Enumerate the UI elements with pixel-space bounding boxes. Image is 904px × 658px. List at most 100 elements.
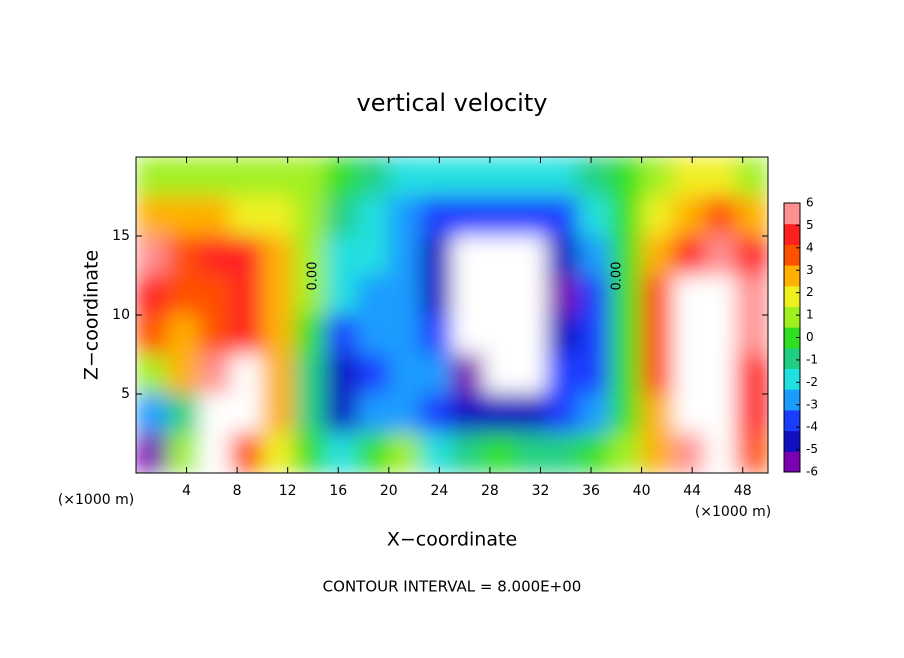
field-cell — [609, 275, 643, 316]
field-cell — [514, 157, 548, 197]
field-cell — [641, 393, 674, 434]
field-cell — [419, 235, 453, 276]
field-cell — [641, 235, 674, 276]
field-cell — [514, 314, 548, 355]
field-cell — [577, 275, 611, 316]
colorbar-label: 0 — [806, 330, 814, 344]
field-cell — [198, 275, 232, 316]
field-cell — [356, 433, 390, 473]
field-cell — [483, 196, 516, 237]
field-cell — [325, 275, 358, 316]
colorbar-label: 3 — [806, 263, 814, 277]
field-cell — [641, 157, 674, 197]
field-cell — [136, 235, 169, 276]
colorbar-swatch — [784, 203, 800, 225]
field-cell — [483, 157, 516, 197]
x-tick-label: 20 — [380, 483, 398, 499]
field-cell — [577, 433, 611, 473]
field-cell — [198, 314, 232, 355]
field-cell — [641, 196, 674, 237]
y-unit: (×1000 m) — [58, 492, 134, 508]
field-cell — [451, 275, 485, 316]
x-unit: (×1000 m) — [695, 504, 771, 520]
contour-label: 0.00 — [306, 262, 321, 291]
colorbar-label: -6 — [806, 465, 818, 479]
field-cell — [451, 393, 485, 434]
field-cell — [325, 196, 358, 237]
colorbar-swatch — [784, 409, 800, 432]
field-cell — [167, 235, 200, 276]
field-cell — [293, 235, 327, 276]
colorbar-swatch — [784, 368, 800, 390]
colorbar-swatch — [784, 306, 800, 328]
field-cell — [167, 433, 200, 473]
field-cell — [514, 354, 548, 395]
field-cell — [198, 157, 232, 197]
field-cell — [704, 354, 737, 395]
field-cell — [261, 235, 295, 276]
field-cell — [293, 354, 327, 395]
field-cell — [483, 354, 516, 395]
field-cell — [735, 196, 768, 237]
field-cell — [136, 196, 169, 237]
colorbar-label: -5 — [806, 442, 818, 456]
field-cell — [388, 354, 421, 395]
field-cell — [167, 354, 200, 395]
field-cell — [261, 314, 295, 355]
field-cell — [388, 393, 421, 434]
field-cell — [261, 196, 295, 237]
field-cell — [356, 275, 390, 316]
field-cell — [356, 235, 390, 276]
colorbar-swatch — [784, 265, 800, 287]
colorbar-label: 6 — [806, 196, 814, 210]
field-cell — [609, 433, 643, 473]
field-cell — [325, 157, 358, 197]
colorbar-swatch — [784, 244, 800, 266]
field-cell — [198, 235, 232, 276]
field-cell — [609, 314, 643, 355]
field-cell — [419, 314, 453, 355]
field-cell — [388, 275, 421, 316]
field-cell — [577, 354, 611, 395]
colorbar-swatch — [784, 451, 800, 473]
field-cell — [514, 393, 548, 434]
colorbar-label: 4 — [806, 240, 814, 254]
field-cell — [230, 354, 263, 395]
field-cell — [704, 275, 737, 316]
x-tick-label: 4 — [182, 483, 191, 499]
field-cell — [546, 393, 579, 434]
colorbar-swatch — [784, 327, 800, 349]
field-cell — [483, 275, 516, 316]
field-cell — [546, 314, 579, 355]
field-cell — [672, 354, 706, 395]
field-cell — [167, 314, 200, 355]
field-cell — [136, 314, 169, 355]
contour-label: 0.00 — [610, 262, 625, 291]
field-cell — [514, 196, 548, 237]
field-cell — [577, 314, 611, 355]
field-cell — [451, 433, 485, 473]
field-cell — [577, 157, 611, 197]
field-cell — [230, 275, 263, 316]
x-axis-label: X−coordinate — [387, 529, 517, 551]
field-cell — [451, 314, 485, 355]
x-tick-label: 44 — [683, 483, 701, 499]
x-tick-label: 24 — [430, 483, 448, 499]
field-cell — [672, 196, 706, 237]
field-cell — [483, 393, 516, 434]
colorbar-swatch — [784, 223, 800, 245]
field-cell — [735, 235, 768, 276]
colorbar-label: 5 — [806, 218, 814, 232]
field-cell — [356, 354, 390, 395]
field-cell — [293, 393, 327, 434]
field-cell — [198, 433, 232, 473]
field-cell — [356, 157, 390, 197]
field-cell — [293, 275, 327, 316]
colorbar-label: -4 — [806, 420, 818, 434]
field-cell — [609, 235, 643, 276]
field-cell — [419, 393, 453, 434]
field-cell — [261, 157, 295, 197]
field-cell — [704, 235, 737, 276]
colorbar-swatch — [784, 430, 800, 452]
